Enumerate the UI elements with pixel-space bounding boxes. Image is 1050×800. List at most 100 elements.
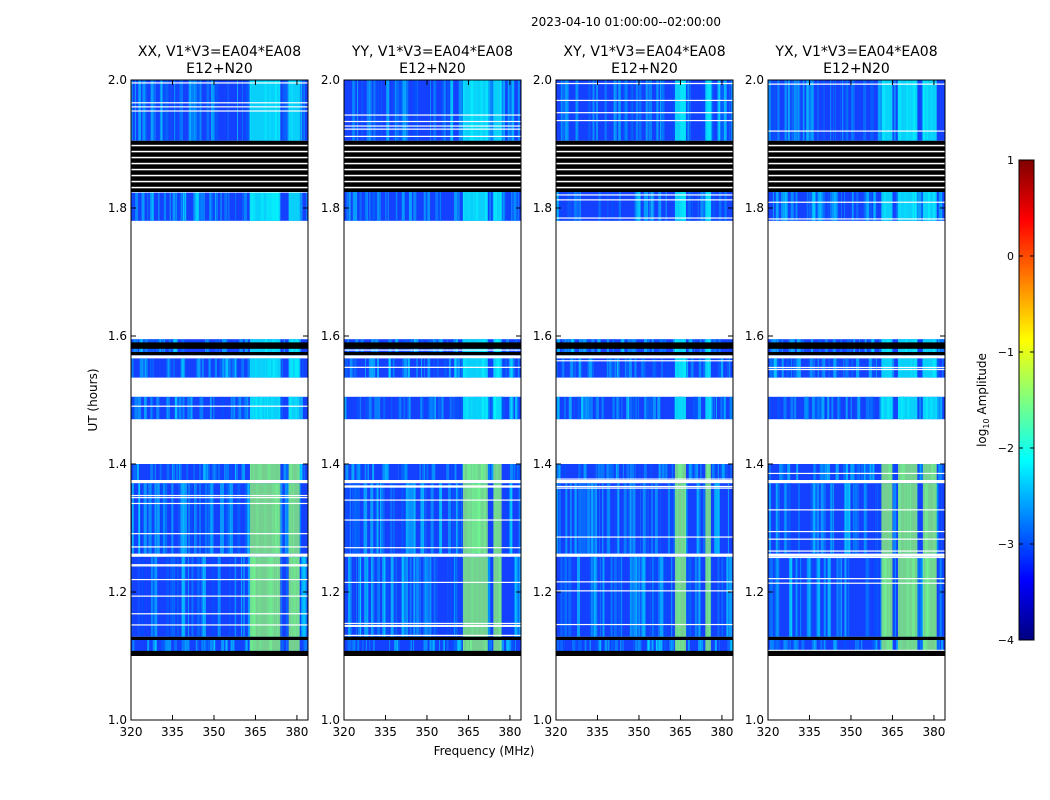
flagged-band <box>131 140 308 192</box>
channel-streak <box>632 396 634 420</box>
channel-streak <box>845 80 849 141</box>
channel-streak <box>787 80 790 141</box>
channel-streak <box>247 483 249 554</box>
channel-streak <box>227 358 231 378</box>
channel-streak <box>376 80 380 141</box>
channel-streak <box>230 396 232 420</box>
channel-streak <box>608 358 612 378</box>
channel-streak <box>722 396 725 420</box>
flagged-band-fill <box>131 650 308 656</box>
channel-streak <box>209 358 211 378</box>
channel-streak <box>729 396 733 420</box>
channel-streak <box>188 80 191 141</box>
channel-streak <box>850 464 853 480</box>
colorbar-tick-label: −3 <box>998 538 1014 551</box>
channel-streak <box>839 396 842 420</box>
channel-streak <box>700 640 704 656</box>
rfi-band <box>288 556 300 637</box>
channel-streak <box>727 483 729 554</box>
channel-streak <box>651 483 654 554</box>
y-tick-label: 1.6 <box>321 329 340 343</box>
channel-streak <box>416 556 419 637</box>
channel-streak <box>877 483 879 554</box>
channel-streak <box>815 556 818 637</box>
channel-streak <box>390 483 393 554</box>
channel-streak <box>366 464 369 480</box>
channel-streak <box>824 640 827 656</box>
channel-streak <box>586 640 588 656</box>
channel-streak <box>209 396 212 420</box>
flagged-band-fill <box>768 342 945 349</box>
channel-streak <box>919 640 921 656</box>
channel-streak <box>207 483 210 554</box>
channel-streak <box>199 80 202 141</box>
channel-streak <box>626 396 630 420</box>
channel-streak <box>365 640 367 656</box>
channel-streak <box>176 464 179 480</box>
plot-frame <box>130 79 309 721</box>
channel-streak <box>703 640 705 656</box>
y-tick-label: 1.6 <box>108 329 127 343</box>
channel-streak <box>879 80 882 141</box>
channel-streak <box>196 80 200 141</box>
channel-streak <box>430 396 432 420</box>
channel-streak <box>138 396 140 420</box>
channel-streak <box>491 80 494 141</box>
channel-streak <box>502 80 504 141</box>
channel-streak <box>447 80 450 141</box>
flag-line <box>768 366 945 369</box>
channel-streak <box>850 396 852 420</box>
flag-line <box>556 112 733 114</box>
channel-streak <box>871 80 874 141</box>
channel-streak <box>810 80 813 141</box>
channel-streak <box>427 556 429 637</box>
channel-streak <box>154 640 157 656</box>
rfi-band <box>288 640 300 656</box>
rfi-band <box>249 358 281 378</box>
channel-streak <box>423 358 425 378</box>
channel-streak <box>851 80 854 141</box>
flag-line <box>344 486 521 488</box>
channel-streak <box>596 80 599 141</box>
channel-streak <box>411 483 415 554</box>
channel-streak <box>789 640 791 656</box>
channel-streak <box>666 358 670 378</box>
channel-streak <box>345 483 348 554</box>
channel-streak <box>178 483 180 554</box>
channel-streak <box>694 396 697 420</box>
channel-streak <box>421 396 424 420</box>
channel-streak <box>237 358 239 378</box>
channel-streak <box>417 80 419 141</box>
channel-streak <box>836 640 838 656</box>
channel-streak <box>215 464 218 480</box>
y-tick-label: 1.0 <box>533 713 552 727</box>
channel-streak <box>770 396 772 420</box>
channel-streak <box>817 556 821 637</box>
y-tick-label: 1.0 <box>108 713 127 727</box>
channel-streak <box>209 640 212 656</box>
channel-streak <box>395 556 398 637</box>
channel-streak <box>425 556 428 637</box>
channel-streak <box>578 483 582 554</box>
channel-streak <box>869 80 872 141</box>
channel-streak <box>430 80 432 141</box>
channel-streak <box>599 483 601 554</box>
channel-streak <box>614 640 618 656</box>
colorbar: −4 −3 −2 −1 0 1 log10 Amplitude <box>975 154 1035 647</box>
flag-line <box>768 130 945 132</box>
channel-streak <box>439 640 441 656</box>
channel-streak <box>361 80 364 141</box>
channel-streak <box>445 358 447 378</box>
y-tick-label: 1.8 <box>108 201 127 215</box>
channel-streak <box>230 640 234 656</box>
rfi-band <box>705 483 711 554</box>
x-tick-label: 320 <box>757 725 780 739</box>
channel-streak <box>511 640 515 656</box>
channel-streak <box>634 640 638 656</box>
channel-streak <box>152 358 154 378</box>
channel-streak <box>602 483 604 554</box>
channel-streak <box>505 640 509 656</box>
channel-streak <box>451 640 455 656</box>
data-segment <box>344 464 521 480</box>
channel-streak <box>893 80 896 141</box>
